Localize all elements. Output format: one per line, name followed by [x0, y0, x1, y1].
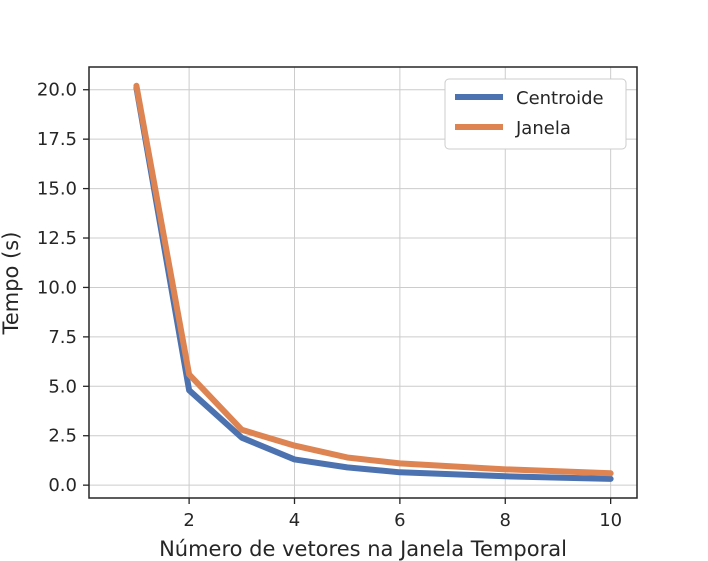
- y-tick-label: 15.0: [37, 179, 77, 200]
- x-tick-label: 4: [289, 510, 300, 531]
- x-tick-label: 10: [599, 510, 622, 531]
- y-tick-label: 12.5: [37, 228, 77, 249]
- y-axis-label: Tempo (s): [0, 232, 23, 336]
- series-line-janela: [133, 82, 614, 477]
- y-tick-label: 10.0: [37, 277, 77, 298]
- y-tick-label: 2.5: [48, 426, 77, 447]
- y-tick-label: 20.0: [37, 80, 77, 101]
- y-tick-label: 17.5: [37, 129, 77, 150]
- legend: Centroide Janela: [444, 78, 627, 150]
- y-tick-label: 0.0: [48, 475, 77, 496]
- x-tick-label: 8: [500, 510, 511, 531]
- y-tick-label: 5.0: [48, 376, 77, 397]
- series-lines: [133, 82, 614, 482]
- legend-label-janela: Janela: [515, 118, 571, 139]
- x-tick-label: 2: [183, 510, 194, 531]
- y-tick-label: 7.5: [48, 327, 77, 348]
- axis-ticks: 2 4 6 8 10 0.0 2.5 5.0 7.5 10.0 12.5 15.0 17.5 20.0: [37, 80, 622, 531]
- series-line-centroide: [133, 84, 614, 482]
- x-axis-label: Número de vetores na Janela Temporal: [159, 537, 567, 561]
- legend-label-centroide: Centroide: [516, 88, 604, 109]
- plot-frame: [88, 66, 638, 499]
- x-tick-label: 6: [394, 510, 405, 531]
